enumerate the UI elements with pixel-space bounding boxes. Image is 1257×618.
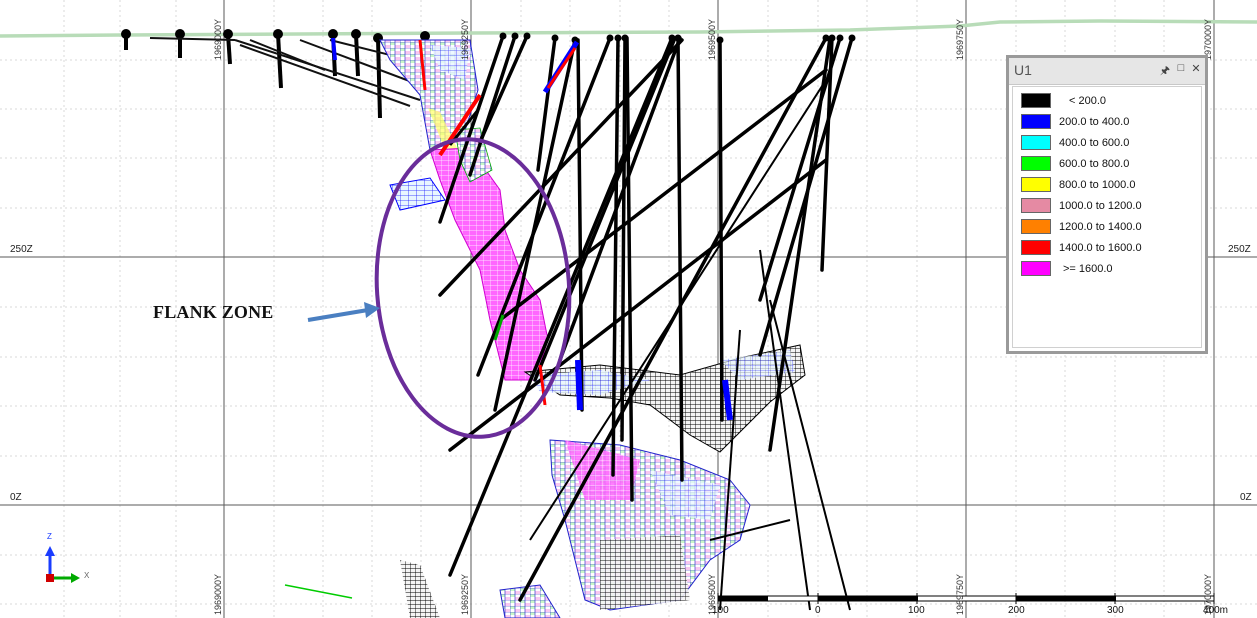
legend-item-label: 200.0 to 400.0 xyxy=(1059,115,1130,128)
legend-swatch xyxy=(1021,177,1051,192)
legend-item-label: < 200.0 xyxy=(1069,94,1107,107)
scale-label-0: 0 xyxy=(815,605,821,616)
green-fragment xyxy=(284,584,353,599)
y-label-top-1969250: 1969250Y xyxy=(460,18,470,60)
legend-item-label: 800.0 to 1000.0 xyxy=(1059,178,1136,191)
y-label-bottom-1969750: 1969750Y xyxy=(955,573,965,615)
colored-segments xyxy=(331,37,733,421)
scale-label-100: 100 xyxy=(908,605,925,616)
axis-z-label: Z xyxy=(47,532,52,541)
legend-item-label: 1000.0 to 1200.0 xyxy=(1059,199,1142,212)
legend-swatch xyxy=(1021,198,1051,213)
close-icon[interactable]: ✕ xyxy=(1191,63,1201,75)
flank-zone-label: FLANK ZONE xyxy=(153,302,274,322)
collars-main xyxy=(499,32,856,44)
restore-icon[interactable]: □ xyxy=(1177,62,1185,74)
legend-item-label: >= 1600.0 xyxy=(1063,262,1113,275)
legend-item: 1400.0 to 1600.0 xyxy=(1021,239,1142,256)
legend-item: 200.0 to 400.0 xyxy=(1021,113,1129,130)
legend-item: 800.0 to 1000.0 xyxy=(1021,176,1135,193)
legend-item-label: 600.0 to 800.0 xyxy=(1059,157,1130,170)
legend-swatch xyxy=(1021,135,1051,150)
legend-swatch xyxy=(1021,261,1051,276)
z-label-0-right: 0Z xyxy=(1240,492,1252,503)
legend-item-label: 1200.0 to 1400.0 xyxy=(1059,220,1142,233)
y-label-top-1969500: 1969500Y xyxy=(707,18,717,60)
z-label-250-right: 250Z xyxy=(1228,244,1251,255)
legend-item: 600.0 to 800.0 xyxy=(1021,155,1129,172)
legend-header[interactable]: U1 🖈︎ □ ✕ xyxy=(1009,58,1205,85)
scale-label-300: 300 xyxy=(1107,605,1124,616)
legend-item-label: 1400.0 to 1600.0 xyxy=(1059,241,1142,254)
legend-title: U1 xyxy=(1014,62,1032,78)
legend-item-label: 400.0 to 600.0 xyxy=(1059,136,1130,149)
axis-x-label: X xyxy=(84,571,90,580)
legend-body: < 200.0 200.0 to 400.0 400.0 to 600.0 60… xyxy=(1012,86,1202,348)
legend-item: < 200.0 xyxy=(1021,92,1106,109)
legend-item: 400.0 to 600.0 xyxy=(1021,134,1129,151)
y-label-bottom-1969000: 1969000Y xyxy=(213,573,223,615)
flank-zone-ellipse xyxy=(374,137,572,439)
y-label-top-1969000: 1969000Y xyxy=(213,18,223,60)
pin-icon[interactable]: 🖈︎ xyxy=(1159,65,1171,77)
flank-ore-blue xyxy=(389,177,446,211)
topography-line xyxy=(0,19,1257,38)
z-label-250-left: 250Z xyxy=(10,244,33,255)
long-diagonal-holes xyxy=(529,79,851,611)
scale-label-400m: 400m xyxy=(1203,605,1229,616)
legend-item: 1200.0 to 1400.0 xyxy=(1021,218,1142,235)
legend-item: >= 1600.0 xyxy=(1021,260,1113,277)
legend-swatch xyxy=(1021,93,1051,108)
y-label-top-1969750: 1969750Y xyxy=(955,18,965,60)
legend-swatch xyxy=(1021,156,1051,171)
y-label-top-1970000: 1970000Y xyxy=(1203,18,1213,60)
scale-bar xyxy=(717,593,1215,604)
axes-orientation-widget xyxy=(45,546,80,583)
legend-item: 1000.0 to 1200.0 xyxy=(1021,197,1142,214)
scale-label-100-left: 100 xyxy=(712,605,729,616)
legend-panel[interactable]: U1 🖈︎ □ ✕ < 200.0 200.0 to 400.0 400.0 t… xyxy=(1006,55,1208,354)
upper-ore-mix2 xyxy=(430,45,470,80)
legend-swatch xyxy=(1021,114,1051,129)
flank-zone-arrow xyxy=(307,302,380,322)
y-label-bottom-1969250: 1969250Y xyxy=(460,573,470,615)
z-label-0-left: 0Z xyxy=(10,492,22,503)
scale-label-200: 200 xyxy=(1008,605,1025,616)
legend-swatch xyxy=(1021,240,1051,255)
legend-swatch xyxy=(1021,219,1051,234)
